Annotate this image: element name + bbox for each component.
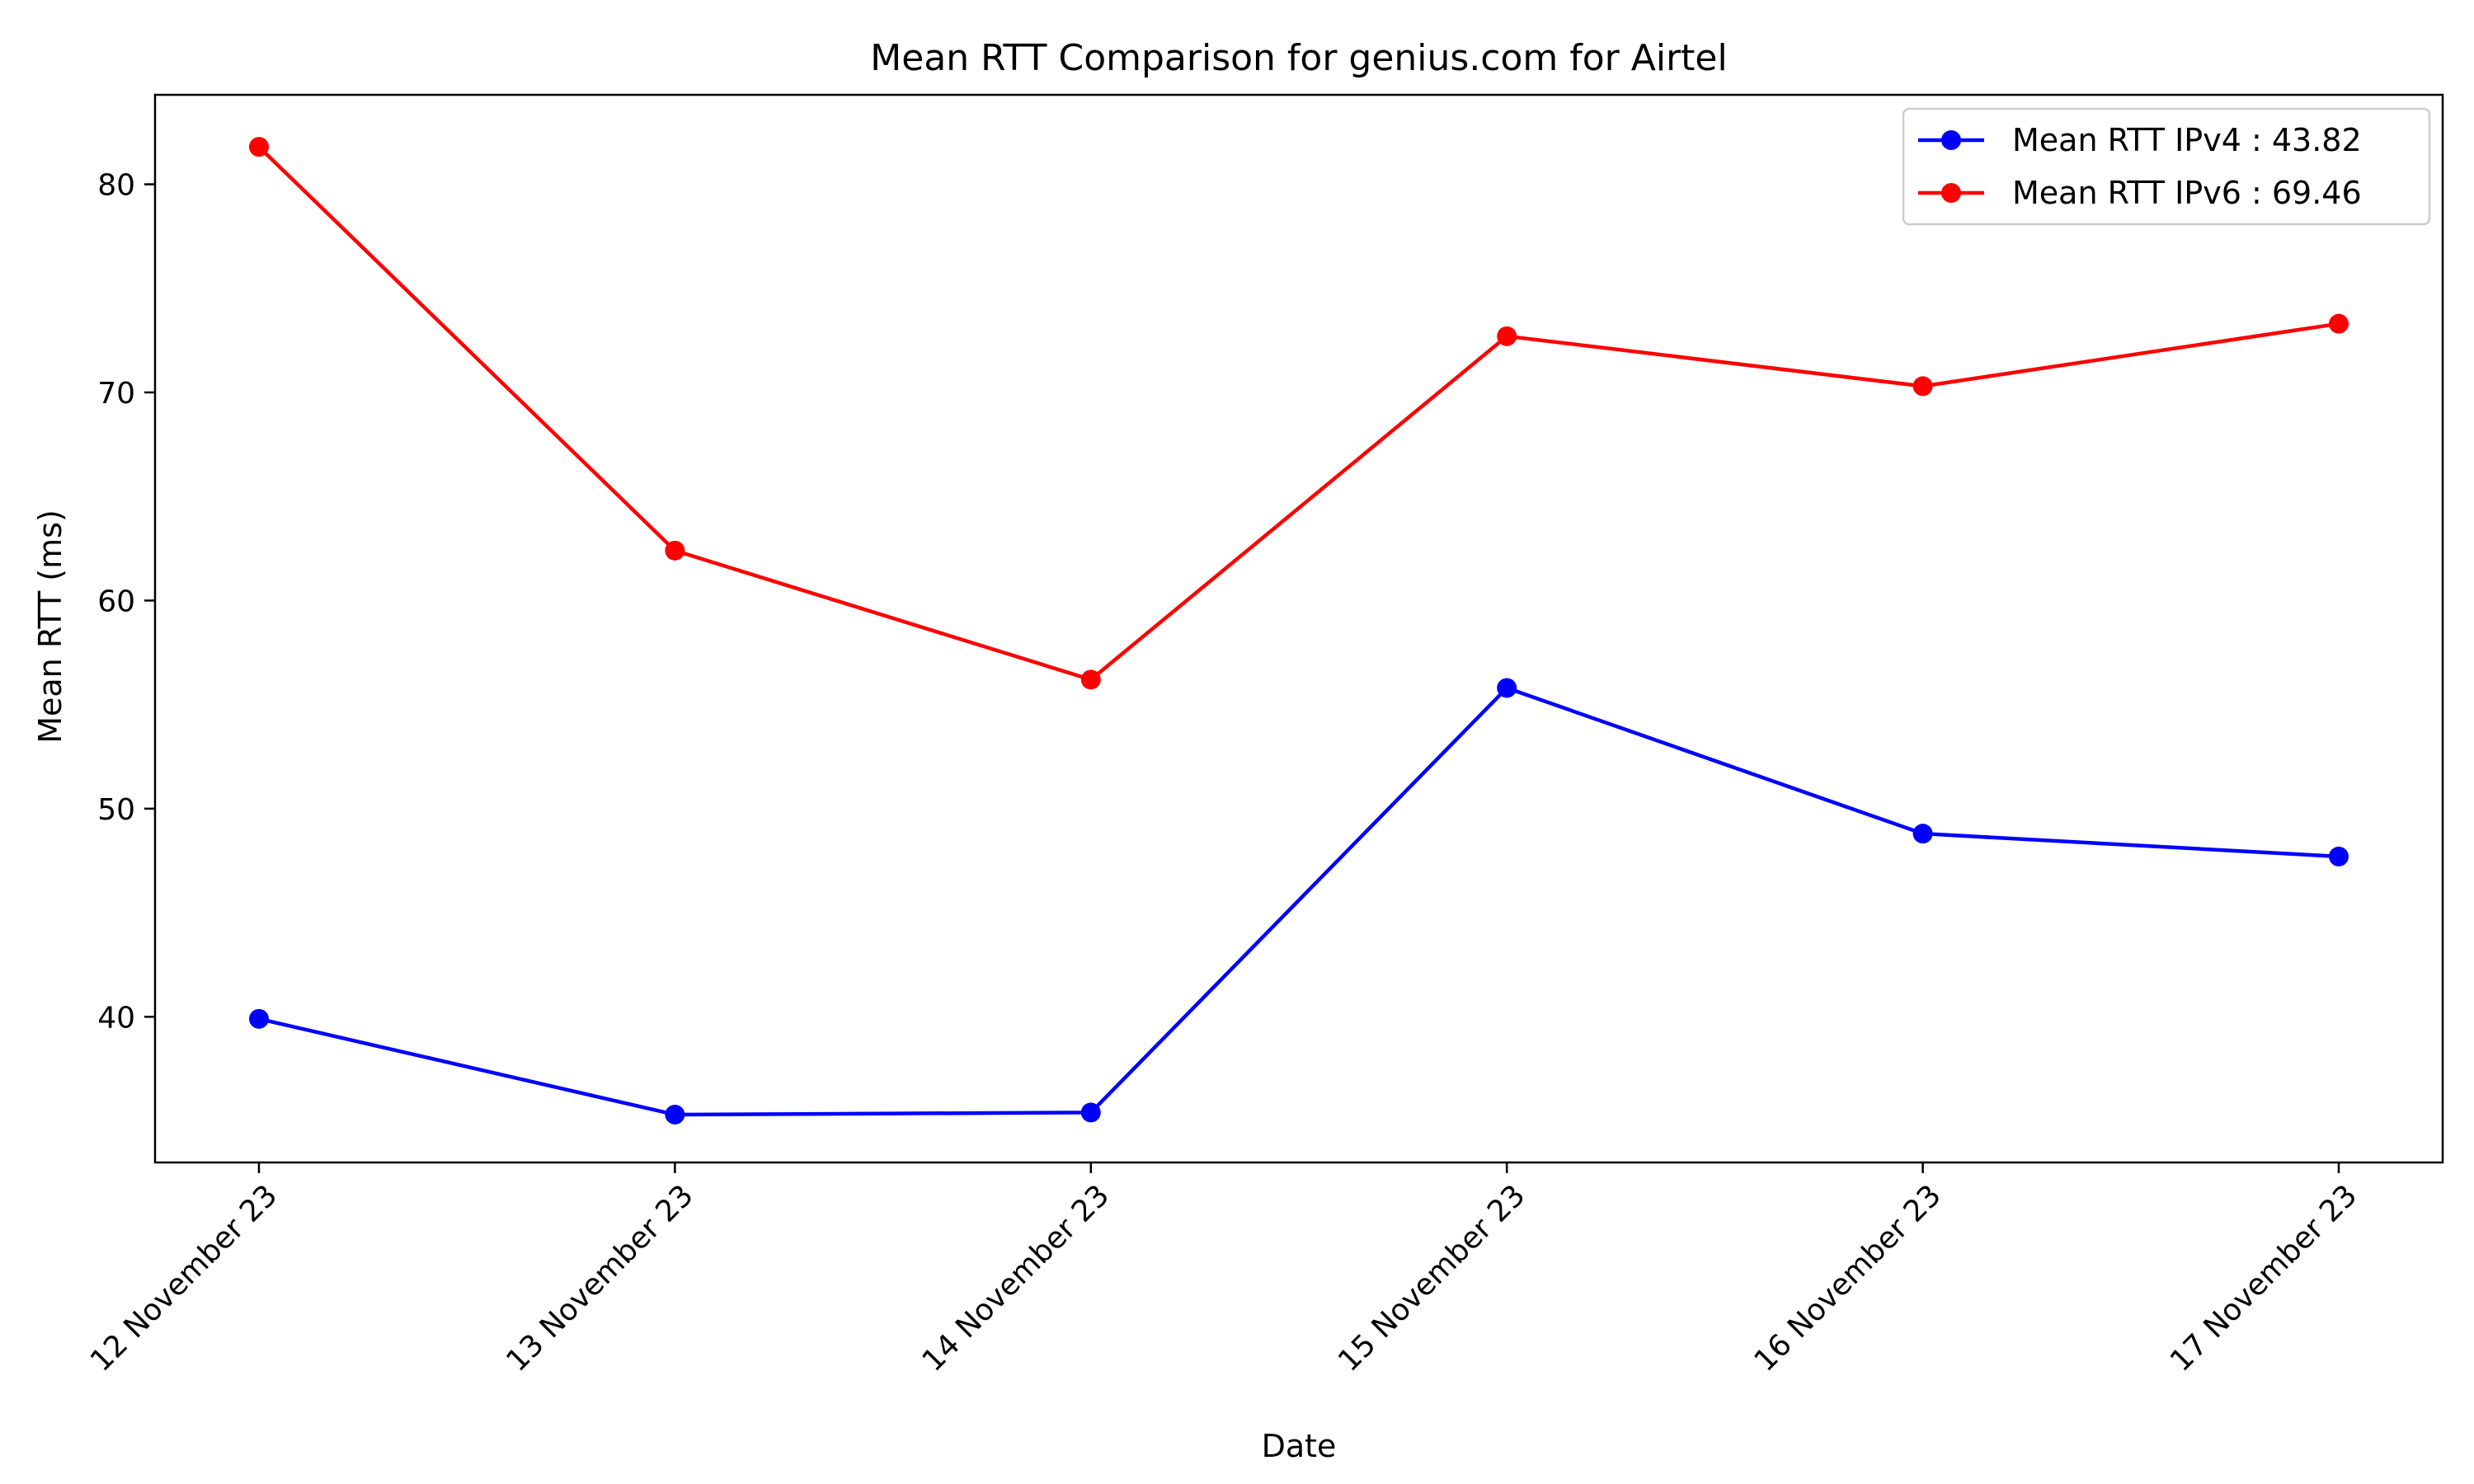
series-2 <box>249 137 2349 690</box>
data-point <box>1497 326 1517 346</box>
data-point <box>1912 824 1933 844</box>
y-tick-label: 80 <box>97 169 135 203</box>
data-point <box>1912 376 1933 397</box>
legend-marker <box>1941 130 1961 150</box>
y-tick-label: 70 <box>97 377 135 411</box>
y-axis-label: Mean RTT (ms) <box>32 510 68 744</box>
legend-marker <box>1941 183 1961 203</box>
data-point <box>249 137 269 157</box>
data-point <box>1080 1102 1101 1123</box>
series-line <box>258 686 2340 1117</box>
data-point <box>665 540 685 561</box>
legend-label: Mean RTT IPv4 : 43.82 <box>2012 122 2362 158</box>
data-point <box>1497 678 1517 698</box>
data-point <box>2329 846 2349 866</box>
y-tick-label: 40 <box>97 1001 135 1035</box>
data-point <box>665 1104 685 1125</box>
y-tick-label: 50 <box>97 793 135 827</box>
series-line <box>257 145 2340 682</box>
chart-title: Mean RTT Comparison for genius.com for A… <box>870 37 1727 79</box>
y-tick-label: 60 <box>97 585 135 618</box>
legend-label: Mean RTT IPv6 : 69.46 <box>2012 175 2362 211</box>
legend: Mean RTT IPv4 : 43.82 Mean RTT IPv6 : 69.… <box>1902 107 2431 226</box>
data-point <box>249 1008 269 1029</box>
x-axis-label: Date <box>1262 1428 1337 1464</box>
axes-frame <box>153 93 2444 1164</box>
series-1 <box>249 678 2349 1125</box>
data-point <box>1080 669 1101 690</box>
data-point <box>2329 313 2349 334</box>
legend-box <box>1902 107 2431 226</box>
